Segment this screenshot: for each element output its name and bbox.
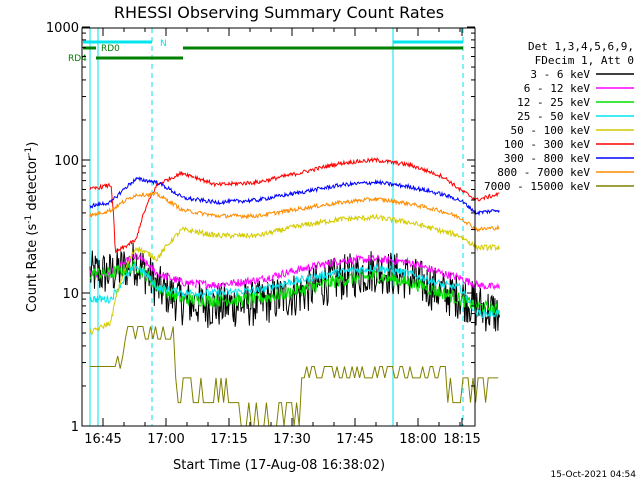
x-tick-label-6: 18:15 <box>443 432 480 447</box>
flag-label-n: N <box>160 39 167 49</box>
legend-label-4: 50 - 100 keV <box>511 124 591 137</box>
series-segment-1 <box>135 265 195 306</box>
legend-label-2: 12 - 25 keV <box>517 96 590 109</box>
series-segment-3 <box>433 285 500 315</box>
series-segment-2 <box>194 196 435 220</box>
series-7000-15000-kev <box>90 326 499 427</box>
legend-header-0: Det 1,3,4,5,6,9, <box>528 40 634 53</box>
y-axis: 1 10 100 1000 <box>46 21 475 435</box>
series-segment-1 <box>135 253 195 287</box>
legend-label-0: 3 - 6 keV <box>530 68 590 81</box>
series-segment-2 <box>194 156 435 188</box>
legend-label-5: 100 - 300 keV <box>504 138 590 151</box>
series-segment-0 <box>89 182 137 254</box>
timestamp: 15-Oct-2021 04:54 <box>551 470 637 480</box>
legend-label-7: 800 - 7000 keV <box>497 166 590 179</box>
x-tick-label-1: 17:00 <box>147 432 184 447</box>
series-segment-3 <box>433 190 500 217</box>
series-segment-1 <box>135 265 195 298</box>
series-segment-3 <box>433 207 500 233</box>
series-100-300-kev <box>89 156 500 254</box>
series-segment-0 <box>89 259 137 280</box>
legend-label-6: 300 - 800 keV <box>504 152 590 165</box>
x-axis-label: Start Time (17-Aug-08 16:38:02) <box>173 458 385 473</box>
y-axis-label: Count Rate (s-1 detector-1) <box>24 142 40 313</box>
series-segment-1 <box>135 226 195 262</box>
series-segment-3 <box>434 226 500 252</box>
series-segment-0 <box>90 326 499 427</box>
x-tick-label-4: 17:45 <box>336 432 373 447</box>
plot-frame <box>81 27 476 427</box>
x-tick-label-5: 18:00 <box>399 432 436 447</box>
plot-area: N RD0 RD4 <box>68 28 500 427</box>
x-tick-label-2: 17:15 <box>210 432 247 447</box>
series-segment-0 <box>89 261 137 305</box>
series-segment-2 <box>194 213 435 239</box>
series-12-25-kev <box>89 259 500 315</box>
x-axis: 16:45 17:00 17:15 17:30 17:45 18:00 18:15 <box>81 28 481 447</box>
series-25-50-kev <box>89 261 500 319</box>
x-tick-label-0: 16:45 <box>84 432 121 447</box>
series-segment-2 <box>194 268 435 308</box>
series-segment-3 <box>433 172 500 202</box>
series-800-7000-kev <box>89 191 500 233</box>
y-tick-label-0: 1 <box>71 420 79 435</box>
y-tick-label-1: 10 <box>62 287 79 302</box>
series-segment-2 <box>194 263 435 299</box>
series-segment-1 <box>135 191 195 215</box>
series-50-100-kev <box>89 213 500 336</box>
legend-label-8: 7000 - 15000 keV <box>484 180 590 193</box>
legend-header-1: FDecim 1, Att 0 <box>535 54 634 67</box>
series-segment-3 <box>433 267 500 291</box>
series-segment-0 <box>89 177 137 209</box>
y-tick-label-3: 1000 <box>46 21 79 36</box>
series-segment-0 <box>89 193 137 218</box>
series-segment-2 <box>194 178 434 206</box>
legend-label-3: 25 - 50 keV <box>517 110 590 123</box>
series-300-800-kev <box>89 176 500 217</box>
x-tick-label-3: 17:30 <box>273 432 310 447</box>
y-tick-label-2: 100 <box>54 154 79 169</box>
flag-label-rd4: RD4 <box>68 54 87 64</box>
legend: Det 1,3,4,5,6,9,FDecim 1, Att 03 - 6 keV… <box>484 40 634 193</box>
chart-title: RHESSI Observing Summary Count Rates <box>114 3 444 22</box>
series-segment-0 <box>89 247 137 336</box>
series-segment-2 <box>194 254 435 291</box>
series-segment-1 <box>135 170 195 239</box>
legend-label-1: 6 - 12 keV <box>524 82 591 95</box>
series-segment-2 <box>194 251 435 328</box>
flag-label-rd0: RD0 <box>101 44 120 54</box>
series-segment-3 <box>433 278 500 319</box>
series-segment-1 <box>135 176 195 202</box>
